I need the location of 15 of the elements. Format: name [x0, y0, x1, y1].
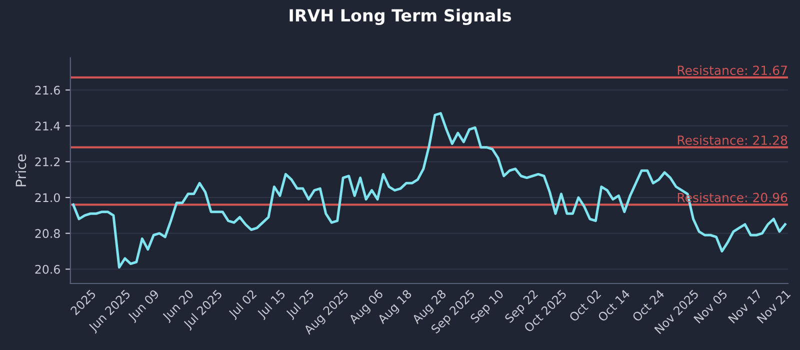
x-tick-label: Oct 24	[632, 288, 665, 322]
x-tick-label: Jul 15	[256, 289, 288, 320]
y-tick-label: 20.6	[35, 264, 60, 274]
y-tick-label: 21.6	[35, 86, 60, 95]
y-tick-label: 21.4	[35, 122, 60, 130]
y-tick-label: 20.8	[35, 229, 60, 238]
chart-title: IRVH Long Term Signals	[290, 8, 512, 26]
x-tick-label: Jul 02	[227, 289, 258, 320]
ref-line-label: Resistance: 21.28	[678, 135, 788, 145]
y-tick-label: 21.2	[35, 157, 60, 166]
x-tick-label: Jul 25	[284, 289, 316, 320]
y-axis-title: Price	[15, 154, 26, 186]
line-series	[72, 112, 786, 269]
ref-line-label: Resistance: 21.67	[678, 65, 787, 76]
y-tick-label: 21.0	[35, 193, 60, 202]
